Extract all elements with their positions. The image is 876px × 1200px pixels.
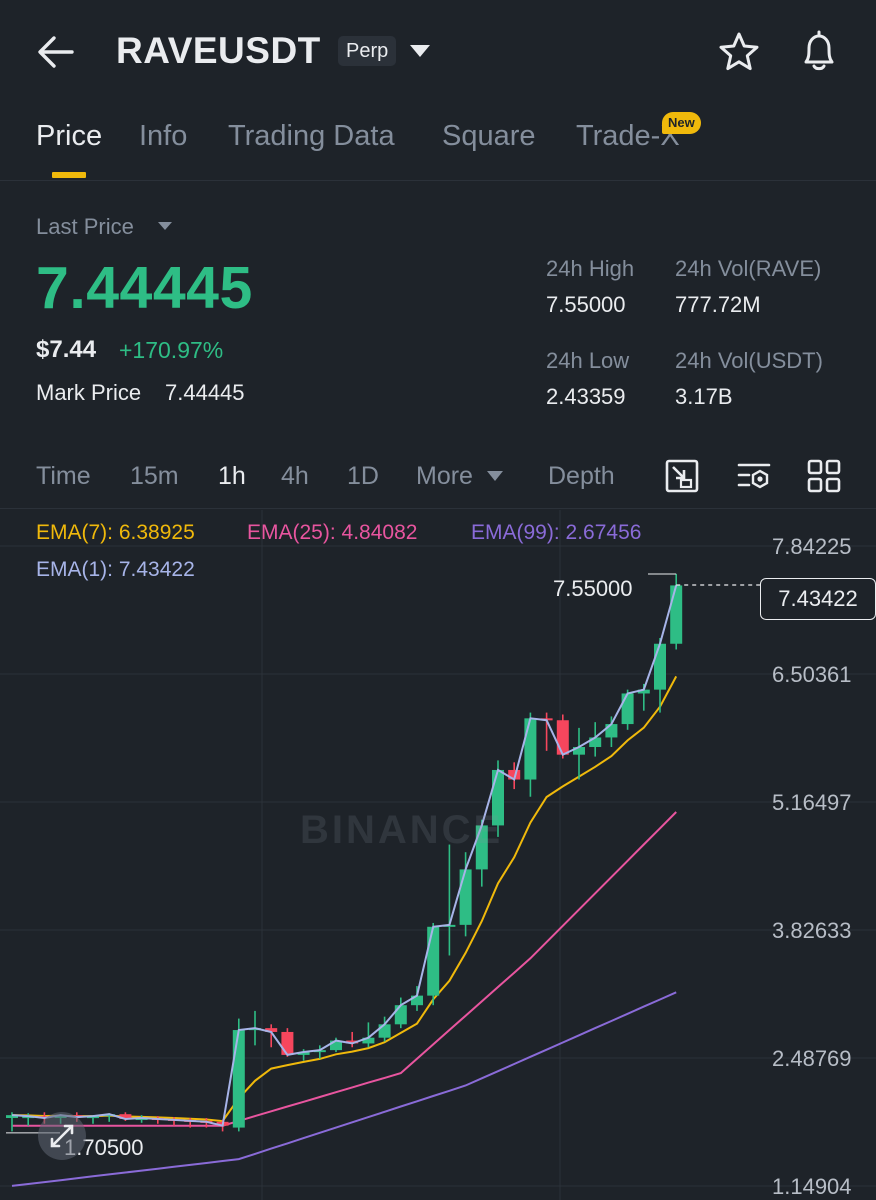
candle-up bbox=[573, 747, 585, 755]
y-axis-tick: 1.14904 bbox=[772, 1174, 852, 1199]
ema25-line bbox=[12, 811, 677, 1127]
candle-up bbox=[135, 1118, 148, 1121]
ema25-label: EMA(25): 4.84082 bbox=[247, 521, 418, 544]
candle-up bbox=[605, 724, 618, 738]
candle-up bbox=[670, 585, 683, 644]
y-axis-tick: 6.50361 bbox=[772, 662, 852, 687]
ema7-label: EMA(7): 6.38925 bbox=[36, 521, 195, 544]
candle-up bbox=[249, 1028, 261, 1031]
candle-up bbox=[313, 1050, 326, 1053]
new-badge: New bbox=[662, 112, 701, 134]
candle-up bbox=[394, 1005, 407, 1025]
candle-down bbox=[265, 1028, 278, 1032]
candle-up bbox=[378, 1024, 391, 1038]
grid-icon[interactable] bbox=[806, 458, 842, 494]
candle-up bbox=[654, 643, 666, 690]
depth-tab[interactable]: Depth bbox=[548, 462, 615, 490]
symbol-title[interactable]: RAVEUSDT bbox=[116, 30, 321, 71]
low-24h-label: 24h Low bbox=[546, 348, 630, 373]
last-price: 7.44445 bbox=[36, 255, 253, 321]
usd-price: $7.44 bbox=[36, 336, 97, 363]
candle-up bbox=[459, 869, 472, 925]
timeframe-1h[interactable]: 1h bbox=[218, 462, 246, 490]
timeframe-4h[interactable]: 4h bbox=[281, 462, 309, 490]
vol-quote-24h-value: 3.17B bbox=[675, 384, 733, 409]
last-price-label[interactable]: Last Price bbox=[36, 214, 134, 239]
y-axis-tick: 7.84225 bbox=[772, 534, 852, 559]
candle-up bbox=[621, 693, 634, 725]
timeframe-15m[interactable]: 15m bbox=[130, 462, 179, 490]
ema99-label: EMA(99): 2.67456 bbox=[471, 521, 642, 544]
expand-icon bbox=[50, 1124, 74, 1148]
expand-chart-button[interactable] bbox=[38, 1112, 86, 1160]
ema1-line bbox=[11, 585, 678, 1127]
tab-trading-data[interactable]: Trading Data bbox=[228, 120, 395, 152]
candle-down bbox=[556, 720, 569, 755]
ema7-line bbox=[11, 675, 678, 1123]
y-axis-tick: 5.16497 bbox=[772, 790, 852, 815]
candle-up bbox=[524, 718, 537, 780]
watermark: BINANCE bbox=[300, 808, 504, 852]
price-change-percent: +170.97% bbox=[119, 337, 224, 363]
candle-up bbox=[297, 1052, 310, 1055]
candle-down bbox=[508, 769, 521, 780]
top-bar: RAVEUSDT Perp bbox=[0, 0, 876, 105]
caret-down-icon[interactable] bbox=[157, 220, 173, 232]
contract-type-badge: Perp bbox=[338, 36, 397, 66]
candle-up bbox=[427, 926, 440, 996]
candle-up bbox=[411, 995, 423, 1006]
high-24h-label: 24h High bbox=[546, 256, 635, 281]
high-marker-label: 7.55000 bbox=[553, 576, 633, 601]
y-axis-tick: 3.82633 bbox=[772, 918, 852, 943]
high-24h-value: 7.55000 bbox=[546, 292, 626, 317]
tab-price[interactable]: Price bbox=[36, 120, 103, 152]
candle-up bbox=[589, 737, 602, 748]
low-24h-value: 2.43359 bbox=[546, 384, 626, 409]
candlestick-chart[interactable] bbox=[0, 510, 876, 1200]
candle-up bbox=[492, 769, 504, 826]
candle-up bbox=[87, 1116, 99, 1119]
mark-price-value: 7.44445 bbox=[165, 380, 245, 405]
chart-select-icon[interactable] bbox=[664, 458, 700, 494]
tab-square[interactable]: Square bbox=[442, 120, 536, 152]
candle-up bbox=[232, 1030, 245, 1128]
active-tab-indicator bbox=[52, 172, 86, 178]
star-icon[interactable] bbox=[717, 30, 761, 74]
vol-base-24h-value: 777.72M bbox=[675, 292, 761, 317]
current-price-tag[interactable]: 7.43422 bbox=[760, 578, 876, 620]
timeframe-more[interactable]: More bbox=[416, 462, 473, 490]
caret-down-icon[interactable] bbox=[408, 42, 432, 60]
vol-quote-24h-label: 24h Vol(USDT) bbox=[675, 348, 823, 373]
candle-up bbox=[362, 1037, 375, 1044]
mark-price-label: Mark Price bbox=[36, 380, 142, 405]
back-arrow-icon[interactable] bbox=[36, 34, 76, 70]
candle-up bbox=[637, 689, 650, 694]
candle-down bbox=[346, 1040, 359, 1044]
timeframe-time[interactable]: Time bbox=[36, 462, 91, 490]
tab-bar: Price Info Trading Data Square Trade-X bbox=[0, 108, 876, 181]
candle-up bbox=[330, 1040, 342, 1051]
caret-down-icon[interactable] bbox=[486, 470, 504, 482]
ema1-label: EMA(1): 7.43422 bbox=[36, 558, 195, 581]
chart-settings-icon[interactable] bbox=[736, 458, 772, 494]
vol-base-24h-label: 24h Vol(RAVE) bbox=[675, 256, 822, 281]
candle-down bbox=[281, 1031, 294, 1055]
ema99-line bbox=[11, 991, 677, 1187]
chart-divider bbox=[0, 508, 876, 509]
timeframe-1d[interactable]: 1D bbox=[347, 462, 379, 490]
bell-icon[interactable] bbox=[797, 28, 841, 74]
y-axis-tick: 2.48769 bbox=[772, 1046, 852, 1071]
tab-info[interactable]: Info bbox=[139, 120, 188, 152]
candle-up bbox=[6, 1115, 18, 1119]
candle-down bbox=[119, 1114, 132, 1119]
